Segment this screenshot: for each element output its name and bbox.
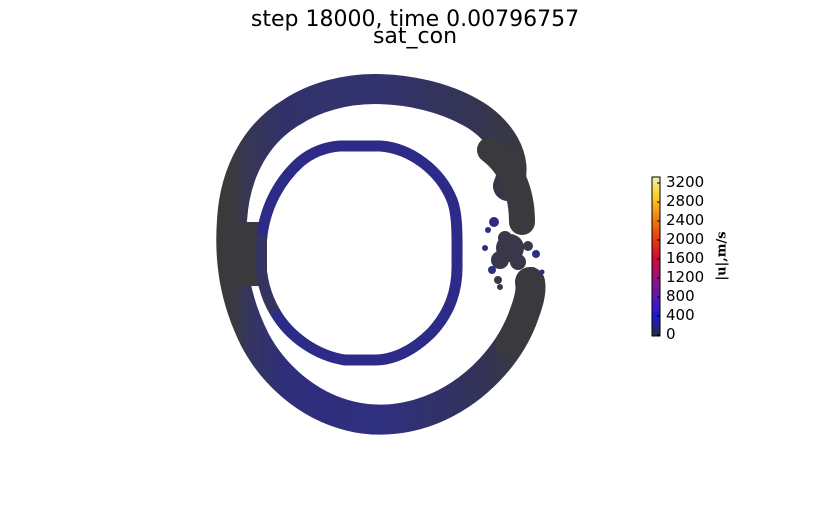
- inner-ring: [255, 140, 463, 366]
- colorbar-tick-label: 2800: [666, 192, 705, 210]
- colorbar-tick-label: 400: [666, 306, 695, 324]
- colorbar-tick-label: 800: [666, 287, 695, 305]
- inner-ring-left-shade: [255, 234, 280, 315]
- chart-subtitle: sat_con: [372, 24, 458, 49]
- colorbar-tick-label: 2000: [666, 230, 705, 248]
- outer-ring-upper-end: [477, 137, 535, 235]
- debris-cluster: [482, 217, 545, 290]
- colorbar-tick-label: 3200: [666, 173, 705, 191]
- outer-ring-lower-end: [495, 272, 543, 358]
- colorbar-tick-label: 0: [666, 325, 676, 343]
- colorbar: [651, 176, 661, 337]
- colorbar-ticks: [657, 182, 660, 336]
- outer-ring-top-shade: [217, 73, 527, 235]
- chart-title: step 18000, time 0.00796757: [250, 7, 580, 32]
- colorbar-tick-label: 2400: [666, 211, 705, 229]
- colorbar-tick-label: 1200: [666, 268, 705, 286]
- colorbar-tick-label: 1600: [666, 249, 705, 267]
- colorbar-label: |u|,m/s: [714, 231, 730, 281]
